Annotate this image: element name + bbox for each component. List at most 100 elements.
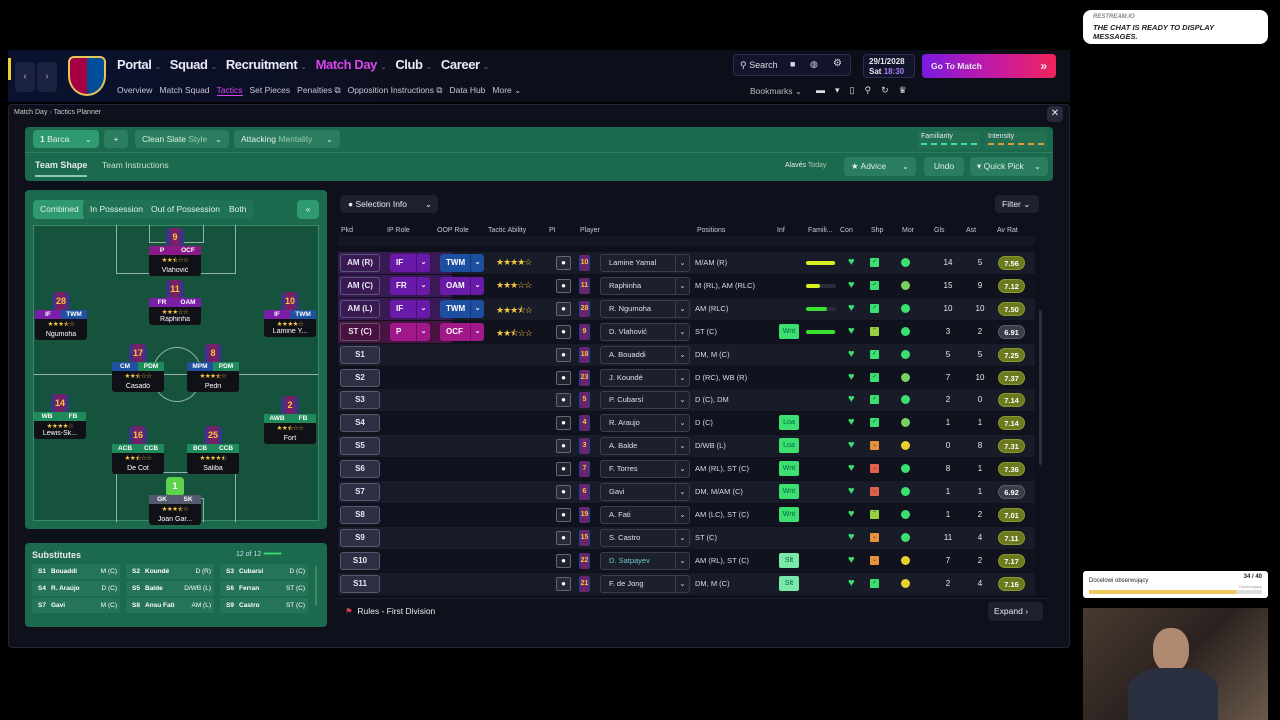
column-header[interactable]: PI	[549, 227, 556, 234]
player-instructions-icon[interactable]: ●	[556, 462, 571, 477]
substitute-item[interactable]: S6 Ferran ST (C)	[220, 581, 308, 596]
picked-position-button[interactable]: S9	[340, 528, 380, 547]
table-row[interactable]: S6 ● 7 F. Torres ⌄ AM (RL), ST (C) Wnt ♥ ⌄ 8 1 7.36	[338, 458, 1035, 481]
search-button[interactable]: ⚲ Search	[740, 60, 778, 70]
quick-pick-button[interactable]: ▾ Quick Pick ⌄	[970, 157, 1048, 176]
bike-icon[interactable]: ⚲	[864, 85, 872, 95]
substitute-item[interactable]: S1 Bouaddi M (C)	[32, 564, 120, 579]
collapse-panel-button[interactable]: «	[297, 200, 319, 219]
ip-role-select[interactable]: FR ⌄	[390, 276, 430, 295]
player-instructions-icon[interactable]: ●	[556, 393, 571, 408]
game-date[interactable]: 29/1/2028 Sat 18:30	[863, 54, 915, 78]
player-select[interactable]: Raphinha ⌄	[600, 276, 690, 295]
filter-button[interactable]: Filter ⌄	[995, 195, 1039, 213]
view-tab-out-of-possession[interactable]: Out of Possession	[144, 200, 227, 219]
intensity-meter[interactable]: Intensity	[985, 131, 1047, 149]
pitch-player[interactable]: 28 IF TWM ★★★⯪☆ Ngumoha	[35, 292, 87, 340]
player-select[interactable]: J. Koundé ⌄	[600, 368, 690, 387]
pitch-player[interactable]: 16 ACB CCB ★★⯪☆☆ De Cot	[112, 426, 164, 474]
table-row[interactable]: S5 ● 3 A. Balde ⌄ D/WB (L) Loa ♥ ⌄ 0 8 7.31	[338, 435, 1035, 458]
column-header[interactable]: Av Rat	[997, 227, 1018, 234]
picked-position-button[interactable]: S5	[340, 437, 380, 456]
picked-position-button[interactable]: S10	[340, 551, 380, 570]
tab-team-shape[interactable]: Team Shape	[35, 160, 88, 177]
view-tab-combined[interactable]: Combined	[33, 200, 86, 219]
chat-icon[interactable]: ▬	[816, 85, 825, 95]
column-header[interactable]: Famili...	[808, 227, 833, 234]
mentality-select[interactable]: Attacking Mentality ⌄	[234, 130, 340, 148]
player-select[interactable]: F. de Jong ⌄	[600, 574, 690, 593]
breadcrumb-match-day[interactable]: Match Day	[14, 109, 48, 116]
picked-position-button[interactable]: AM (R)	[340, 254, 380, 272]
substitute-item[interactable]: S5 Balde D/WB (L)	[126, 581, 214, 596]
pitch-player[interactable]: 1 GK SK ★★★⯪☆ Joan Gar...	[149, 477, 201, 525]
substitute-item[interactable]: S3 Cubarsí D (C)	[220, 564, 308, 579]
player-select[interactable]: S. Castro ⌄	[600, 528, 690, 547]
selection-info-button[interactable]: ● Selection Info ⌄	[340, 195, 438, 213]
view-tab-in-possession[interactable]: In Possession	[83, 200, 150, 219]
table-row[interactable]: S8 ● 19 A. Fati ⌄ AM (LC), ST (C) Wnt ♥ ⌃ 1 2 7.01	[338, 503, 1035, 526]
player-select[interactable]: A. Balde ⌄	[600, 437, 690, 456]
column-header[interactable]: Shp	[871, 227, 884, 234]
player-instructions-icon[interactable]: ●	[556, 256, 571, 270]
subnav-set-pieces[interactable]: Set Pieces	[249, 85, 291, 95]
player-select[interactable]: D. Vlahović ⌄	[600, 322, 690, 341]
close-button[interactable]: ✕	[1047, 106, 1063, 122]
add-tactic-button[interactable]: +	[104, 130, 128, 148]
picked-position-button[interactable]: S6	[340, 460, 380, 479]
table-row[interactable]: S7 ● 6 Gavi ⌄ DM, M/AM (C) Wnt ♥ ⌄ 1 1 6.92	[338, 481, 1035, 503]
substitutes-scrollbar[interactable]	[315, 566, 317, 606]
player-instructions-icon[interactable]: ●	[556, 553, 571, 568]
player-select[interactable]: A. Fati ⌄	[600, 505, 690, 524]
bookmark-icon[interactable]: ■	[790, 59, 796, 69]
style-select[interactable]: Clean Slate Style ⌄	[135, 130, 229, 148]
player-instructions-icon[interactable]: ●	[556, 370, 571, 385]
player-select[interactable]: A. Bouaddi ⌄	[600, 345, 690, 364]
substitute-item[interactable]: S4 R. Araújo D (C)	[32, 581, 120, 596]
picked-position-button[interactable]: S4	[340, 414, 380, 433]
column-header[interactable]: Ast	[966, 227, 977, 234]
pitch-player[interactable]: 9 P OCF ★★⯪☆☆ Vlahović	[149, 228, 201, 276]
view-tab-both[interactable]: Both	[222, 200, 254, 219]
subnav-penalties[interactable]: Penalties ⧉	[297, 85, 341, 95]
phone-icon[interactable]: ▯	[849, 85, 855, 95]
table-row[interactable]: S4 ● 4 R. Araujo ⌄ D (C) Loa ♥ ✓ 1 1 7.14	[338, 412, 1035, 435]
familiarity-meter[interactable]: Familiarity	[918, 131, 980, 149]
back-button[interactable]: ‹	[15, 62, 35, 92]
globe-icon[interactable]: ◍	[810, 59, 818, 69]
player-instructions-icon[interactable]: ●	[556, 576, 571, 591]
column-header[interactable]: Mor	[902, 227, 915, 234]
refresh-icon[interactable]: ↻	[881, 85, 889, 95]
pitch-player[interactable]: 8 MPM PDM ★★★⯪☆ Pedri	[187, 344, 239, 392]
column-header[interactable]: Gls	[934, 227, 945, 234]
player-instructions-icon[interactable]: ●	[556, 485, 571, 499]
subnav-data-hub[interactable]: Data Hub	[449, 85, 486, 95]
column-header[interactable]: Con	[840, 227, 853, 234]
column-header[interactable]: Positions	[697, 227, 726, 234]
tab-team-instructions[interactable]: Team Instructions	[102, 160, 169, 170]
picked-position-button[interactable]: S3	[340, 391, 380, 410]
picked-position-button[interactable]: S1	[340, 345, 380, 364]
column-header[interactable]: Player	[580, 227, 600, 234]
column-header[interactable]: OOP Role	[437, 227, 469, 234]
table-row[interactable]: S10 ● 22 D. Satpayev ⌄ AM (RL), ST (C) Slt ♥ ⌄ 7 2…	[338, 549, 1035, 572]
nav-portal[interactable]: Portal ⌄	[117, 57, 161, 72]
substitute-item[interactable]: S7 Gavi M (C)	[32, 598, 120, 613]
table-row-clipped[interactable]	[338, 236, 1035, 246]
table-row[interactable]: S1 ● 18 A. Bouaddi ⌄ DM, M (C) ♥ ✓ 5 5 7.25	[338, 343, 1035, 366]
subnav-tactics[interactable]: Tactics	[216, 85, 243, 96]
nav-career[interactable]: Career ⌄	[440, 57, 490, 72]
oop-role-select[interactable]: TWM ⌄	[440, 254, 484, 272]
player-select[interactable]: R. Araujo ⌄	[600, 414, 690, 433]
table-row[interactable]: S2 ● 23 J. Koundé ⌄ D (RC), WB (R) ♥ ✓ 7 10 7.37	[338, 366, 1035, 389]
column-header[interactable]: IP Role	[387, 227, 410, 234]
table-row[interactable]: S11 ● 21 F. de Jong ⌄ DM, M (C) Slt ♥ ✓ 2 4 7.16	[338, 572, 1035, 595]
player-instructions-icon[interactable]: ●	[556, 278, 571, 293]
picked-position-button[interactable]: S2	[340, 368, 380, 387]
ip-role-select[interactable]: P ⌄	[390, 322, 430, 341]
player-instructions-icon[interactable]: ●	[556, 347, 571, 362]
expand-button[interactable]: Expand ›	[988, 602, 1043, 621]
substitute-item[interactable]: S2 Koundé D (R)	[126, 564, 214, 579]
nav-recruitment[interactable]: Recruitment ⌄	[225, 57, 307, 72]
ip-role-select[interactable]: IF ⌄	[390, 254, 430, 272]
